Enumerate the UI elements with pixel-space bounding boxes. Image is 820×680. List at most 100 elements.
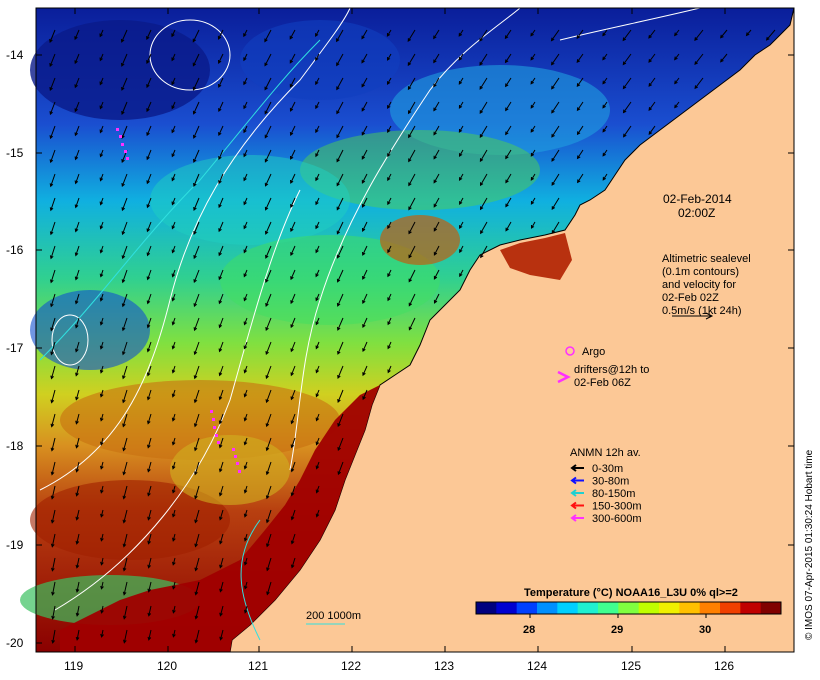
velocity-arrow xyxy=(479,77,488,90)
velocity-arrow xyxy=(171,509,176,518)
velocity-arrow xyxy=(315,269,320,278)
velocity-arrow xyxy=(265,317,272,332)
velocity-arrow xyxy=(362,389,368,401)
velocity-arrow xyxy=(264,197,272,211)
velocity-arrow xyxy=(121,221,128,236)
velocity-arrow xyxy=(219,629,224,641)
velocity-arrow xyxy=(50,485,56,500)
velocity-arrow xyxy=(433,221,440,232)
velocity-arrow xyxy=(531,221,536,229)
velocity-arrow xyxy=(433,125,440,136)
velocity-arrow xyxy=(315,245,320,254)
velocity-arrow xyxy=(219,581,224,593)
velocity-arrow xyxy=(315,413,320,422)
velocity-arrow xyxy=(49,53,56,68)
velocity-arrow xyxy=(171,101,176,110)
velocity-arrow xyxy=(505,197,512,208)
velocity-arrow xyxy=(458,101,464,109)
velocity-arrow xyxy=(99,125,104,134)
velocity-arrow xyxy=(361,101,368,112)
velocity-arrow xyxy=(100,461,104,470)
y-tick-label: -19 xyxy=(6,538,24,552)
velocity-arrow xyxy=(74,245,80,257)
velocity-arrow xyxy=(290,533,296,545)
velocity-arrow xyxy=(75,629,80,641)
velocity-arrow xyxy=(289,29,296,40)
velocity-arrow xyxy=(623,125,632,138)
velocity-arrow xyxy=(387,365,392,374)
altimetry-line: 0.5m/s (1kt 24h) xyxy=(662,305,741,317)
velocity-arrow xyxy=(243,437,248,446)
velocity-arrow xyxy=(266,557,272,572)
velocity-arrow xyxy=(122,509,128,524)
velocity-arrow xyxy=(171,293,176,302)
velocity-arrow xyxy=(433,53,440,64)
velocity-arrow xyxy=(315,197,320,206)
y-tick-label: -16 xyxy=(6,243,24,257)
velocity-arrow xyxy=(648,29,656,39)
velocity-arrow xyxy=(336,101,344,115)
velocity-arrow xyxy=(290,413,296,425)
velocity-arrow xyxy=(361,125,368,136)
velocity-arrow xyxy=(433,293,440,304)
colorbar-cell xyxy=(537,602,558,614)
velocity-arrow xyxy=(265,365,272,380)
velocity-arrow xyxy=(602,173,608,181)
anmn-legend: ANMN 12h av. 0-30m30-80m80-150m150-300m3… xyxy=(570,447,642,525)
velocity-arrow xyxy=(74,149,80,161)
argo-marker-icon xyxy=(565,346,575,356)
velocity-arrow xyxy=(50,437,56,452)
velocity-arrow xyxy=(100,605,104,614)
velocity-arrow xyxy=(171,245,176,254)
velocity-arrow xyxy=(386,29,392,37)
velocity-arrow xyxy=(121,77,128,91)
velocity-arrow xyxy=(192,53,200,67)
velocity-arrow xyxy=(458,53,464,61)
velocity-arrow xyxy=(146,269,152,281)
velocity-arrow xyxy=(146,245,152,257)
velocity-arrow xyxy=(243,125,248,134)
velocity-arrow xyxy=(530,101,536,109)
anmn-arrow-icon xyxy=(570,501,584,510)
velocity-arrow xyxy=(75,605,80,617)
velocity-arrow xyxy=(243,293,248,302)
velocity-arrow xyxy=(290,269,296,281)
velocity-arrow xyxy=(505,101,512,112)
y-tick-label: -14 xyxy=(6,48,24,62)
velocity-arrow xyxy=(479,53,488,66)
velocity-arrow xyxy=(50,413,56,428)
velocity-arrow xyxy=(218,221,224,233)
velocity-arrow xyxy=(459,197,464,206)
velocity-arrow xyxy=(193,341,200,356)
plot-frame xyxy=(35,7,795,653)
velocity-arrow xyxy=(265,221,272,235)
velocity-arrow xyxy=(290,293,296,305)
velocity-arrow xyxy=(147,437,152,449)
velocity-arrow xyxy=(289,101,296,112)
velocity-arrow xyxy=(100,533,104,542)
velocity-arrow xyxy=(99,29,104,38)
velocity-arrow xyxy=(243,53,248,62)
colorbar-cell xyxy=(557,602,579,614)
velocity-arrow xyxy=(243,509,248,518)
velocity-arrow xyxy=(315,101,320,110)
colorbar: Temperature (°C) NOAA16_L3U 0% ql>=2 28 … xyxy=(475,587,782,636)
velocity-arrow xyxy=(407,101,416,115)
velocity-arrow xyxy=(674,53,680,61)
velocity-arrow xyxy=(171,413,176,422)
velocity-arrow xyxy=(120,29,128,43)
velocity-arrow xyxy=(75,557,80,569)
y-tick-label: -17 xyxy=(6,341,24,355)
velocity-arrow xyxy=(122,605,128,620)
velocity-arrow xyxy=(576,125,584,136)
velocity-arrow xyxy=(290,173,296,184)
velocity-arrow xyxy=(192,101,200,115)
velocity-arrow xyxy=(49,173,56,188)
velocity-arrow xyxy=(480,245,488,259)
velocity-arrow xyxy=(99,197,104,206)
velocity-arrow xyxy=(243,413,248,422)
velocity-arrow xyxy=(265,485,272,500)
velocity-arrow xyxy=(74,173,80,185)
velocity-arrow xyxy=(243,221,248,230)
velocity-arrow xyxy=(49,101,56,116)
